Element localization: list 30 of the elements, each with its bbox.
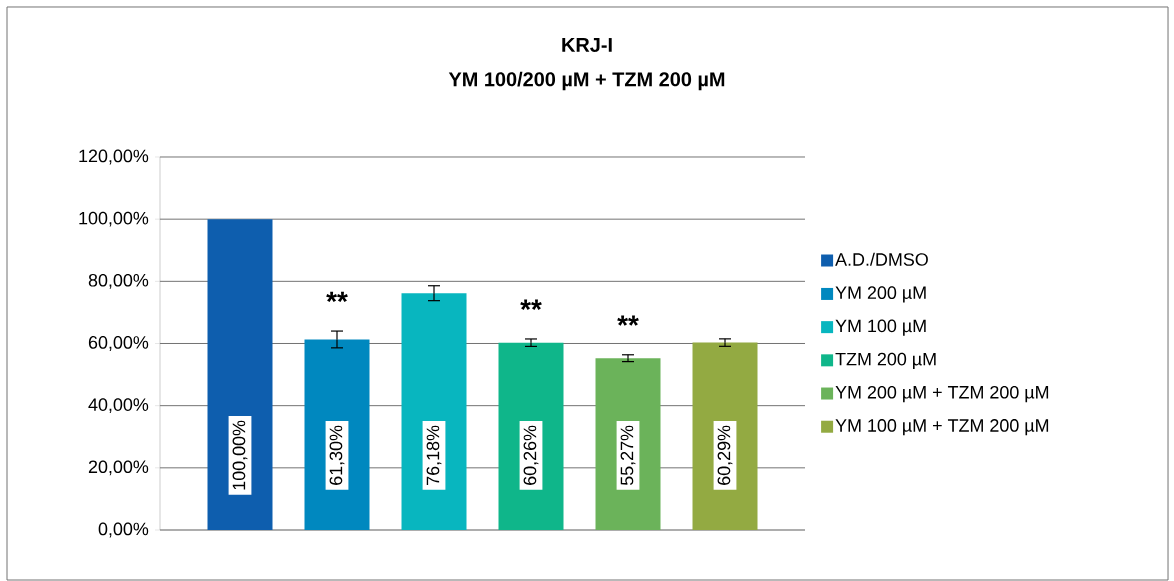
legend-label: YM 200 µM xyxy=(835,286,926,303)
bar xyxy=(401,293,467,530)
y-tick-label: 40,00% xyxy=(88,398,149,414)
annotation: ** xyxy=(520,299,542,310)
annotation: ** xyxy=(326,291,348,303)
y-tick-label: 120,00% xyxy=(79,149,149,165)
bar xyxy=(595,358,661,530)
annotation: ** xyxy=(617,315,639,326)
data-label: 100,00% xyxy=(232,420,248,490)
y-tick-label: 0,00% xyxy=(98,522,149,538)
data-label: 55,27% xyxy=(620,425,636,486)
chart-subtitle: YM 100/200 µM + TZM 200 µM xyxy=(448,71,725,91)
data-label: 76,18% xyxy=(426,425,442,485)
bar xyxy=(304,339,370,530)
bar xyxy=(692,342,758,530)
data-label: 61,30% xyxy=(329,425,345,485)
legend-label: A.D./DMSO xyxy=(835,252,928,266)
data-label: 60,29% xyxy=(717,425,733,485)
y-tick-label: 80,00% xyxy=(88,273,149,289)
y-tick-label: 100,00% xyxy=(79,211,149,227)
data-label: 60,26% xyxy=(523,425,539,485)
legend-label: YM 100 µM + TZM 200 µM xyxy=(835,419,1049,436)
chart-title: KRJ-I xyxy=(562,38,612,52)
bar xyxy=(207,219,273,530)
legend-label: YM 100 µM xyxy=(835,319,926,336)
y-tick-label: 20,00% xyxy=(88,460,149,476)
bar xyxy=(498,342,564,530)
legend-label: YM 200 µM + TZM 200 µM xyxy=(835,385,1049,403)
legend-label: TZM 200 µM xyxy=(835,352,936,369)
y-tick-label: 60,00% xyxy=(88,336,149,351)
